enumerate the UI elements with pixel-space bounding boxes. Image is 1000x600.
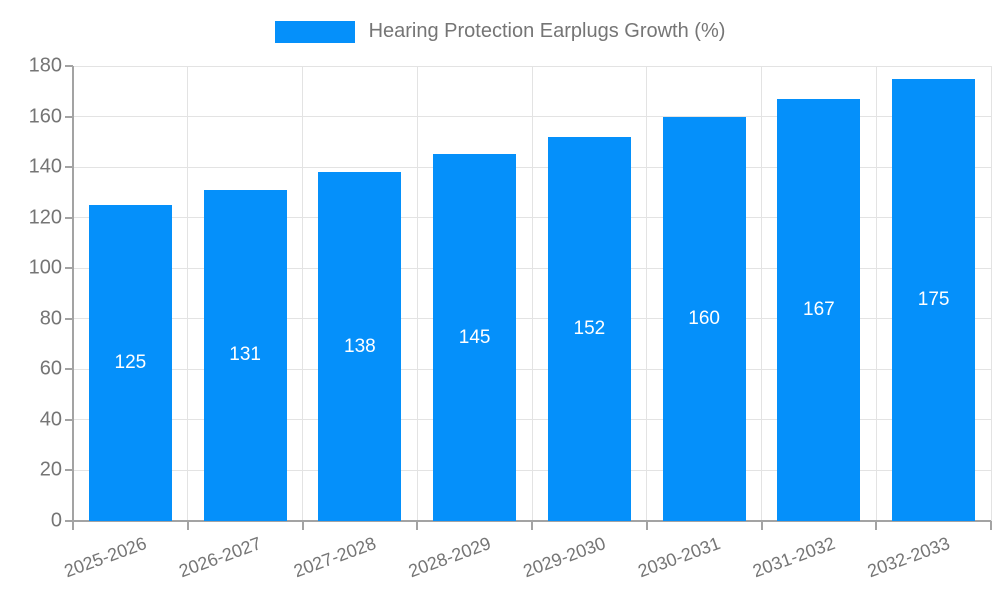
y-tick-label: 120 [28,206,62,229]
y-axis-tick [65,317,73,320]
x-axis-tick [760,521,763,530]
y-axis-tick [65,520,73,522]
x-axis-tick [416,521,419,530]
y-tick-label: 20 [39,458,62,481]
legend-label: Hearing Protection Earplugs Growth (%) [368,20,726,42]
gridline [187,66,189,521]
y-tick-label: 60 [39,357,62,380]
gridline [761,66,762,521]
bar-value-label: 145 [458,326,491,348]
y-tick-label: 140 [28,155,62,178]
bar [88,205,172,521]
gridline [875,66,877,521]
gridline [646,66,648,521]
bar [662,116,746,521]
bar [777,98,861,521]
y-axis-tick [65,469,73,472]
y-axis-tick [65,115,73,118]
bar-value-label: 131 [229,344,261,366]
y-axis-tick [65,267,73,270]
y-axis-line [72,66,74,530]
gridline [302,66,303,521]
bar-value-label: 152 [573,317,606,339]
y-axis-tick [65,216,73,219]
gridline [416,66,418,521]
legend: Hearing Protection Earplugs Growth (%) [0,20,1000,43]
bar-value-label: 160 [688,307,720,329]
bar-value-label: 125 [114,352,147,373]
y-tick-label: 40 [39,408,62,431]
bar-value-label: 167 [803,298,835,320]
bar-value-label: 138 [344,335,376,357]
bar [203,189,287,521]
y-axis-tick [65,166,73,169]
bar [433,154,517,521]
y-tick-label: 180 [28,54,62,77]
y-tick-label: 0 [50,509,62,532]
bar [547,136,631,521]
x-axis-tick [875,521,878,530]
bar-value-label: 175 [917,288,950,310]
x-axis-tick [645,521,648,530]
legend-swatch [274,20,355,43]
x-axis-line [72,520,991,522]
x-axis-tick [186,521,189,530]
bar [892,78,976,521]
x-axis-tick [531,521,533,530]
y-axis-tick [65,65,73,67]
x-axis-tick [301,521,304,530]
y-tick-label: 100 [28,256,62,279]
y-tick-label: 80 [39,307,62,330]
gridline [990,66,992,521]
y-axis-tick [65,368,73,371]
gridline [531,66,533,521]
bar [318,172,402,521]
y-axis-tick [65,418,73,421]
y-tick-label: 160 [28,105,62,128]
x-axis-tick [990,521,992,530]
